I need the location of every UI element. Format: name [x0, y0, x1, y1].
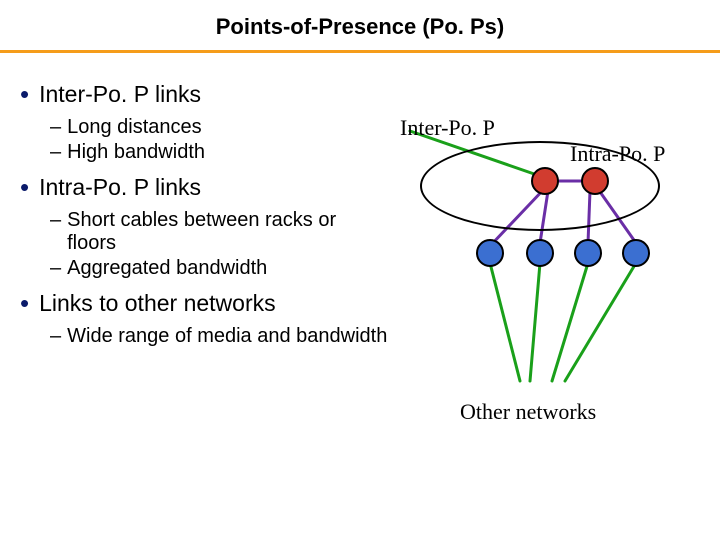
diagram-node — [526, 239, 554, 267]
pop-diagram: Inter-Po. P Intra-Po. P Other networks — [390, 81, 710, 441]
content-area: • Inter-Po. P links – Long distances – H… — [0, 53, 720, 350]
diagram-node — [531, 167, 559, 195]
bullet-level2: – Long distances — [50, 116, 390, 139]
bullet-level2: – Short cables between racks or floors — [50, 209, 390, 255]
dash-marker-icon: – — [50, 141, 61, 164]
diagram-node — [622, 239, 650, 267]
bullet-marker-icon: • — [20, 81, 29, 107]
bullet-level1: • Inter-Po. P links — [20, 81, 390, 108]
bullet-level2: – Aggregated bandwidth — [50, 257, 390, 280]
dash-marker-icon: – — [50, 116, 61, 139]
bullet-text: High bandwidth — [67, 141, 205, 164]
bullet-text: Inter-Po. P links — [39, 81, 201, 108]
bullet-level2: – Wide range of media and bandwidth — [50, 325, 390, 348]
label-inter-pop: Inter-Po. P — [400, 115, 495, 141]
bullet-column: • Inter-Po. P links – Long distances – H… — [20, 71, 390, 350]
diagram-edge — [490, 263, 520, 381]
bullet-text: Intra-Po. P links — [39, 174, 201, 201]
bullet-text: Links to other networks — [39, 290, 276, 317]
slide-title: Points-of-Presence (Po. Ps) — [0, 0, 720, 50]
diagram-edge — [552, 263, 588, 381]
bullet-level1: • Links to other networks — [20, 290, 390, 317]
dash-marker-icon: – — [50, 257, 61, 280]
bullet-level1: • Intra-Po. P links — [20, 174, 390, 201]
dash-marker-icon: – — [50, 209, 61, 232]
bullet-level2: – High bandwidth — [50, 141, 390, 164]
diagram-edge — [530, 263, 540, 381]
label-other-networks: Other networks — [460, 399, 596, 425]
bullet-marker-icon: • — [20, 290, 29, 316]
bullet-text: Short cables between racks or floors — [67, 209, 390, 255]
diagram-node — [574, 239, 602, 267]
diagram-column: Inter-Po. P Intra-Po. P Other networks — [390, 71, 700, 350]
dash-marker-icon: – — [50, 325, 61, 348]
bullet-text: Wide range of media and bandwidth — [67, 325, 387, 348]
bullet-marker-icon: • — [20, 174, 29, 200]
diagram-node — [581, 167, 609, 195]
diagram-edge — [565, 263, 636, 381]
bullet-text: Aggregated bandwidth — [67, 257, 267, 280]
diagram-node — [476, 239, 504, 267]
bullet-text: Long distances — [67, 116, 202, 139]
